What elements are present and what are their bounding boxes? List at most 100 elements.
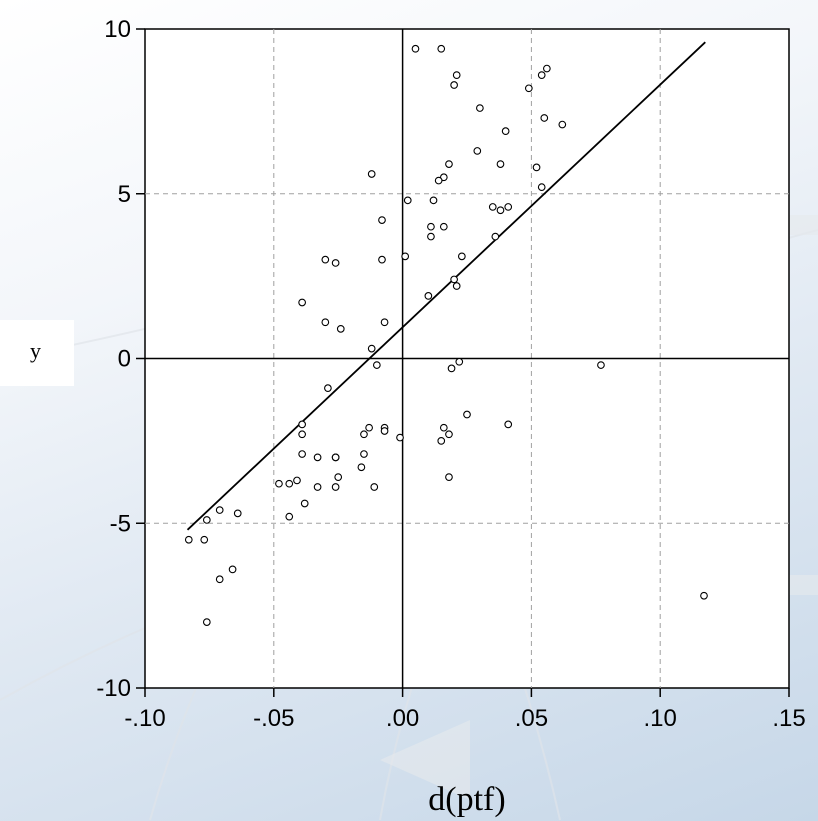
data-point [439, 222, 448, 231]
data-point [380, 427, 389, 435]
data-point [597, 361, 605, 369]
data-point [429, 196, 438, 205]
data-point [300, 499, 309, 508]
data-point [504, 203, 513, 211]
data-point [365, 423, 373, 432]
y-axis-label: y [30, 338, 41, 363]
data-point [380, 318, 389, 327]
x-tick-label: .00 [386, 705, 419, 732]
data-point [331, 259, 340, 267]
scatter-points [184, 44, 708, 626]
data-point [401, 252, 410, 261]
data-point [424, 292, 433, 300]
data-point [321, 255, 330, 264]
data-point [372, 361, 381, 369]
data-point [298, 430, 306, 439]
data-point [532, 163, 541, 172]
data-point [331, 483, 340, 491]
data-point [200, 535, 209, 544]
data-point [496, 206, 505, 215]
reference-lines [145, 29, 789, 688]
data-point [228, 565, 237, 574]
data-point [298, 420, 306, 429]
x-tick-label: .05 [515, 705, 548, 732]
data-point [370, 483, 379, 491]
y-tick-label: 5 [118, 181, 131, 208]
data-point [537, 71, 546, 79]
data-point [524, 84, 533, 93]
data-point [202, 516, 211, 524]
data-point [215, 506, 224, 514]
data-point [700, 591, 708, 600]
y-tick-label: 0 [118, 346, 131, 373]
x-tick-label: .10 [644, 705, 677, 732]
data-point [396, 433, 404, 442]
data-point [321, 318, 330, 327]
x-tick-label: -.05 [253, 705, 294, 732]
data-point [488, 203, 497, 211]
data-point [313, 483, 322, 491]
data-point [411, 44, 420, 53]
data-point [452, 71, 461, 79]
data-point [324, 384, 332, 393]
data-point [434, 176, 443, 185]
x-tick-label: .15 [772, 705, 805, 732]
data-point [336, 324, 345, 333]
data-point [437, 44, 446, 53]
data-point [403, 196, 412, 205]
data-point [537, 183, 546, 192]
data-point [452, 282, 461, 290]
data-point [540, 114, 549, 122]
data-point [504, 420, 513, 429]
data-point [367, 170, 376, 178]
data-point [285, 512, 294, 521]
data-point [445, 430, 453, 439]
data-point [427, 222, 435, 231]
data-point [360, 430, 368, 439]
data-point [558, 120, 567, 129]
data-point [457, 252, 466, 261]
data-point [445, 473, 453, 481]
data-point [215, 575, 224, 584]
data-point [437, 437, 446, 445]
data-point [378, 255, 386, 264]
y-tick-label: -5 [110, 510, 131, 537]
data-point [463, 410, 471, 419]
data-point [360, 450, 368, 458]
data-point [496, 160, 505, 168]
data-point [445, 160, 453, 168]
data-point [357, 463, 366, 472]
y-tick-label: -10 [96, 675, 131, 702]
data-point [447, 364, 456, 373]
x-tick-label: -.10 [124, 705, 165, 732]
data-point [313, 453, 322, 462]
axis-ticks [136, 28, 790, 697]
y-tick-label: 10 [104, 16, 131, 43]
data-point [275, 479, 283, 488]
data-point [298, 298, 306, 307]
data-point [202, 618, 211, 626]
data-point [476, 104, 484, 112]
data-point [285, 479, 294, 488]
data-point [293, 476, 301, 485]
data-point [298, 450, 306, 458]
data-point [450, 275, 458, 284]
data-point [334, 473, 343, 481]
data-point [455, 357, 464, 366]
data-point [367, 344, 376, 353]
data-point [450, 81, 458, 89]
data-point [378, 216, 386, 224]
data-point [491, 232, 500, 241]
data-point [331, 453, 340, 462]
x-axis-label: d(ptf) [428, 781, 505, 818]
data-point [501, 127, 510, 135]
data-point [543, 64, 551, 73]
regression-line [186, 41, 706, 531]
y-label-backdrop [0, 320, 74, 386]
data-point [184, 535, 193, 544]
data-point [233, 509, 242, 518]
data-point [439, 423, 448, 432]
data-point [473, 147, 482, 155]
regression-line-group [186, 41, 706, 531]
